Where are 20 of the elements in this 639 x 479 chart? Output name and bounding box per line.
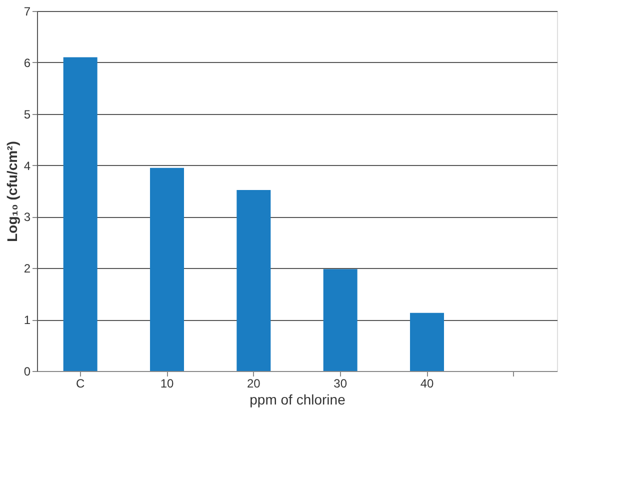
bar [236, 190, 271, 371]
y-tick-label: 6 [24, 56, 31, 70]
x-tick-label: 30 [334, 376, 348, 390]
bar [150, 168, 184, 371]
bar [323, 269, 358, 371]
y-tick-label: 4 [24, 158, 31, 173]
x-tick-label: C [76, 376, 85, 390]
y-tick-label: 1 [24, 313, 31, 328]
y-tick-label: 7 [24, 4, 31, 18]
bar [63, 57, 98, 371]
bar [410, 312, 444, 371]
y-tick-label: 0 [24, 364, 31, 378]
x-axis-title: ppm of chlorine [250, 392, 346, 408]
y-tick-label: 5 [24, 107, 31, 122]
y-tick-label: 3 [24, 210, 31, 224]
x-tick-label: 40 [420, 376, 434, 390]
y-axis-title: Log₁₀ (cfu/cm²) [4, 141, 20, 242]
x-tick-label: 20 [246, 376, 261, 390]
y-tick-label: 2 [24, 262, 31, 276]
x-tick-label: 10 [160, 376, 174, 390]
